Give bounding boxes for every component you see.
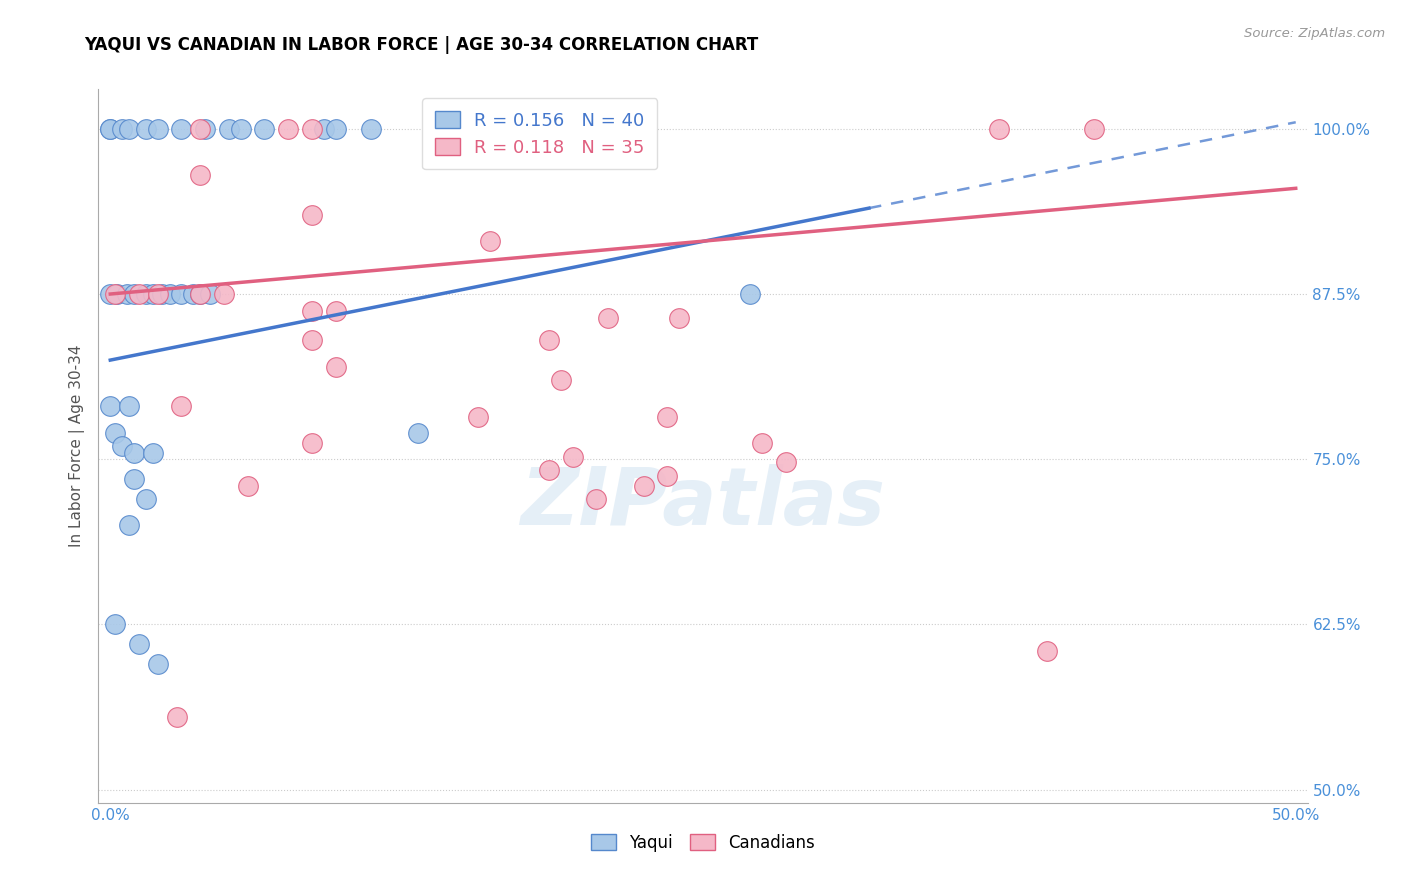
Point bbox=[146, 121, 169, 136]
Point bbox=[198, 287, 221, 301]
Point bbox=[325, 121, 347, 136]
Point bbox=[142, 445, 165, 459]
Point bbox=[98, 121, 121, 136]
Point bbox=[194, 121, 217, 136]
Point bbox=[988, 121, 1011, 136]
Point bbox=[181, 287, 204, 301]
Point bbox=[190, 287, 212, 301]
Point bbox=[218, 121, 240, 136]
Point bbox=[118, 400, 141, 414]
Point bbox=[135, 287, 157, 301]
Point bbox=[229, 121, 252, 136]
Point bbox=[190, 168, 212, 182]
Point bbox=[170, 287, 193, 301]
Point bbox=[122, 445, 145, 459]
Point bbox=[146, 657, 169, 671]
Point bbox=[775, 455, 797, 469]
Point bbox=[301, 436, 323, 450]
Point bbox=[325, 304, 347, 318]
Text: ZIPatlas: ZIPatlas bbox=[520, 464, 886, 542]
Point bbox=[657, 469, 679, 483]
Y-axis label: In Labor Force | Age 30-34: In Labor Force | Age 30-34 bbox=[69, 344, 84, 548]
Point bbox=[128, 637, 150, 651]
Point bbox=[166, 710, 188, 724]
Point bbox=[104, 617, 127, 632]
Point bbox=[312, 121, 335, 136]
Point bbox=[212, 287, 235, 301]
Point bbox=[325, 359, 347, 374]
Point bbox=[1036, 644, 1059, 658]
Point bbox=[118, 518, 141, 533]
Point bbox=[118, 121, 141, 136]
Point bbox=[478, 234, 501, 248]
Point bbox=[115, 287, 138, 301]
Point bbox=[104, 287, 127, 301]
Point bbox=[633, 478, 655, 492]
Point bbox=[170, 400, 193, 414]
Point bbox=[561, 450, 583, 464]
Point bbox=[360, 121, 382, 136]
Point bbox=[170, 121, 193, 136]
Point bbox=[236, 478, 259, 492]
Legend: Yaqui, Canadians: Yaqui, Canadians bbox=[585, 828, 821, 859]
Point bbox=[408, 425, 430, 440]
Point bbox=[301, 208, 323, 222]
Point bbox=[657, 409, 679, 424]
Point bbox=[1083, 121, 1105, 136]
Point bbox=[537, 463, 560, 477]
Point bbox=[585, 491, 607, 506]
Point bbox=[128, 287, 150, 301]
Point bbox=[537, 333, 560, 347]
Point bbox=[751, 436, 773, 450]
Point bbox=[111, 121, 134, 136]
Point bbox=[105, 287, 128, 301]
Point bbox=[301, 333, 323, 347]
Point bbox=[111, 439, 134, 453]
Point bbox=[142, 287, 165, 301]
Point bbox=[122, 287, 145, 301]
Point bbox=[253, 121, 276, 136]
Point bbox=[98, 121, 121, 136]
Point bbox=[190, 121, 212, 136]
Point bbox=[159, 287, 181, 301]
Point bbox=[277, 121, 299, 136]
Text: YAQUI VS CANADIAN IN LABOR FORCE | AGE 30-34 CORRELATION CHART: YAQUI VS CANADIAN IN LABOR FORCE | AGE 3… bbox=[84, 36, 759, 54]
Point bbox=[550, 373, 572, 387]
Point bbox=[146, 287, 169, 301]
Point bbox=[467, 409, 489, 424]
Point bbox=[104, 425, 127, 440]
Point bbox=[301, 121, 323, 136]
Point bbox=[740, 287, 762, 301]
Point bbox=[122, 472, 145, 486]
Point bbox=[98, 400, 121, 414]
Point bbox=[135, 121, 157, 136]
Point bbox=[668, 310, 690, 325]
Point bbox=[135, 491, 157, 506]
Point bbox=[190, 287, 212, 301]
Text: Source: ZipAtlas.com: Source: ZipAtlas.com bbox=[1244, 27, 1385, 40]
Point bbox=[152, 287, 174, 301]
Point bbox=[98, 287, 121, 301]
Point bbox=[301, 304, 323, 318]
Point bbox=[598, 310, 620, 325]
